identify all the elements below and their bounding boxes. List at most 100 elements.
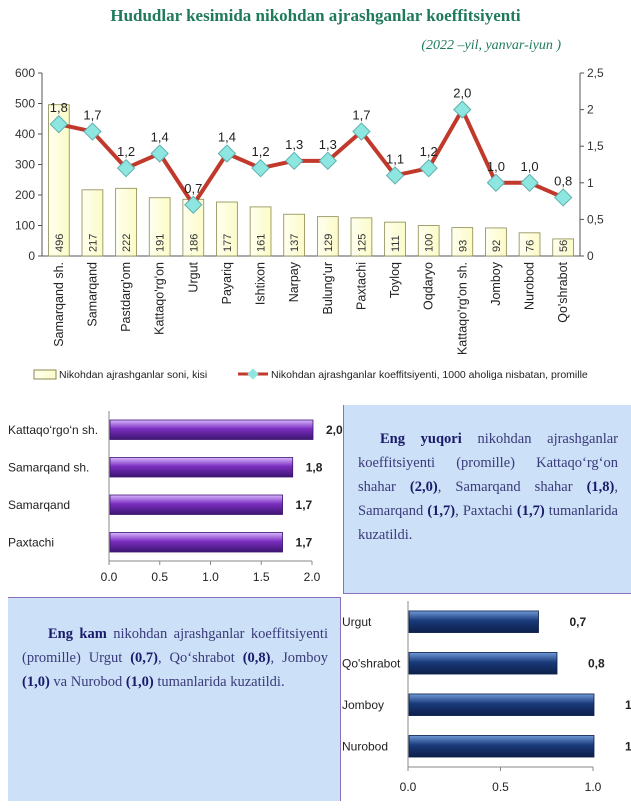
line-marker [453, 100, 472, 119]
y-tick-label-left: 400 [15, 127, 35, 141]
bar-value-label: 1,8 [306, 460, 323, 474]
top-text-panel: Eng yuqori nikohdan ajrashganlar koeffit… [343, 405, 631, 594]
category-label: Kattaqo‘rgo‘n sh. [8, 423, 98, 437]
bottom-text-part: , Jomboy [270, 650, 328, 666]
top-bar-chart: Kattaqo‘rgo‘n sh. 2,0 Samarqand sh. 1,8 Sama… [8, 411, 343, 584]
line-value-label: 1,0 [521, 159, 539, 174]
line-value-label: 1,0 [487, 159, 505, 174]
line-value-label: 1,2 [420, 144, 438, 159]
top-text-value: (2,0) [409, 479, 438, 495]
bar-value-label: 125 [356, 234, 368, 252]
main-combo-chart: 0 100 200 300 400 500 600 0 0,5 1 1,5 2 2,5 496 217 222… [15, 66, 604, 381]
y-tick-label-left: 200 [15, 188, 35, 202]
top-text-part: nikohdan ajrashganlar koeffitsiyenti (pr… [358, 431, 618, 495]
top-text-part: , Paxtachi [455, 503, 517, 519]
line-marker [419, 158, 438, 178]
line-value-label: 1,4 [218, 130, 236, 145]
bar-value-label: 100 [424, 234, 436, 252]
bar-value-label: 129 [323, 234, 335, 252]
line-value-label: 0,8 [554, 173, 572, 188]
line-value-label: 0,7 [184, 181, 202, 196]
bar-value-label: 177 [222, 234, 234, 252]
bottom-text-value: (1,0) [125, 674, 154, 690]
bar [408, 652, 558, 675]
category-label: Qo'shrabot [342, 656, 401, 670]
x-tick-label: 2.0 [304, 570, 321, 584]
line-value-label: 2,0 [453, 86, 471, 101]
page-subtitle: (2022 –yil, yanvar-iyun ) [421, 38, 561, 53]
x-category-label: Oqdaryo [422, 262, 436, 310]
category-label: Samarqand [8, 498, 70, 512]
bar-value-label: 1,0 [625, 739, 631, 753]
bar [81, 189, 104, 257]
x-category-label: Ishtixon [254, 262, 268, 305]
x-tick-label: 1.0 [202, 570, 219, 584]
top-text-part: tumanlarida kuzatildi. [358, 503, 618, 543]
bottom-text-value: (1,0) [22, 674, 50, 690]
bar-value-label: 186 [188, 234, 200, 252]
bar [109, 532, 283, 553]
x-category-label: Nurobod [523, 262, 537, 310]
top-text-value: (1,7) [427, 503, 456, 519]
bar-value-label: 217 [87, 234, 99, 252]
bar-value-label: 161 [256, 234, 268, 252]
x-category-label: Kattaqo'rg'on [153, 262, 167, 335]
line-marker [150, 144, 169, 163]
x-category-label: Samarqand sh. [52, 262, 66, 347]
legend-line-marker [247, 368, 259, 380]
category-label: Urgut [342, 615, 372, 629]
line-value-label: 1,3 [285, 137, 303, 152]
category-label: Nurobod [342, 739, 388, 753]
x-category-label: Bulung'ur [321, 262, 335, 314]
y-tick-label-right: 2 [587, 103, 594, 117]
top-text-part: , Samarqand shahar [437, 479, 587, 495]
legend-bar-label: Nikohdan ajrashganlar soni, kisi [59, 369, 207, 381]
line-marker [385, 166, 405, 185]
line-marker [318, 151, 338, 171]
y-tick-label-left: 0 [28, 249, 35, 263]
bar [283, 213, 306, 257]
y-tick-label-right: 2,5 [587, 66, 604, 80]
bar-value-label: 137 [289, 234, 301, 252]
line-marker [49, 115, 69, 134]
bottom-bar-chart: Urgut 0,7 Qo'shrabot 0,8 Jomboy 1,0 Nurobod 1,0… [342, 601, 631, 794]
x-tick-label: 0.0 [400, 780, 417, 794]
y-tick-label-left: 300 [15, 158, 35, 172]
category-label: Samarqand sh. [8, 460, 89, 474]
legend-bar-swatch [33, 369, 57, 380]
line-marker [83, 122, 102, 141]
y-tick-label-right: 1,5 [587, 139, 604, 153]
bar [451, 227, 474, 257]
top-text: Eng yuqori nikohdan ajrashganlar koeffit… [344, 405, 631, 547]
line-marker [116, 158, 136, 178]
bottom-text-panel: Eng kam nikohdan ajrashganlar koeffitsiy… [8, 597, 341, 801]
bottom-text-lead: Eng kam [48, 626, 107, 642]
category-label: Jomboy [342, 698, 384, 712]
y-tick-label-right: 0 [587, 249, 594, 263]
x-category-label: Qo'shrabot [556, 261, 570, 322]
x-tick-label: 1.5 [253, 570, 270, 584]
bar [408, 735, 595, 758]
bottom-text-value: (0,7) [130, 650, 158, 666]
top-text-part: , Samarqand [358, 479, 618, 519]
bar-value-label: 1,0 [625, 698, 631, 712]
y-tick-label-left: 500 [15, 97, 35, 111]
y-tick-label-left: 100 [15, 219, 35, 233]
bar [109, 457, 294, 478]
x-tick-label: 0.0 [101, 570, 118, 584]
bar [47, 104, 70, 257]
bar [350, 217, 373, 257]
line-value-label: 1,1 [386, 151, 404, 166]
line-marker [251, 158, 270, 178]
bar [148, 197, 171, 257]
top-text-lead: Eng yuqori [380, 431, 462, 447]
x-category-label: Narpay [287, 261, 301, 302]
bar [485, 227, 507, 257]
page-title: Hududlar kesimida nikohdan ajrashganlar … [110, 6, 521, 25]
category-label: Paxtachi [8, 535, 54, 549]
line-marker [217, 144, 237, 163]
line-value-label: 1,3 [319, 137, 337, 152]
bottom-text-value: (0,8) [242, 650, 271, 666]
top-text-value: (1,8) [586, 479, 615, 495]
bar-value-label: 1,7 [296, 498, 313, 512]
